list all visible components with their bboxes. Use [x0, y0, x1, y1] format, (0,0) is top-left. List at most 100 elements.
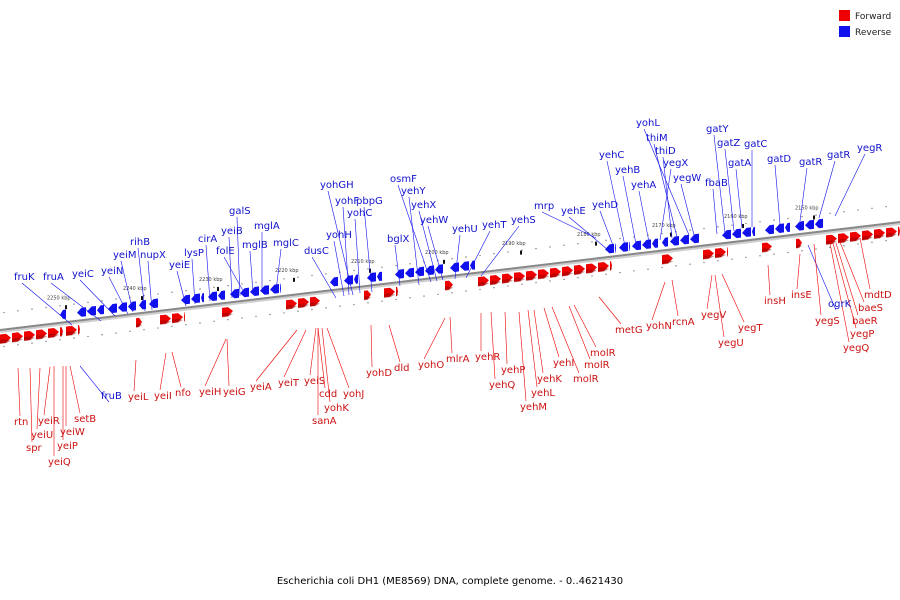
forward-leader-line [321, 327, 331, 403]
scale-dot [521, 283, 523, 286]
scale-dot [829, 212, 831, 215]
reverse-gene-arrow [280, 283, 281, 293]
reverse-leader-line [363, 206, 373, 293]
scale-dot [87, 335, 89, 338]
reverse-gene-arrow [662, 237, 668, 247]
forward-gene-label: yehQ [489, 380, 515, 391]
scale-dot [591, 275, 593, 277]
reverse-gene-arrow [367, 272, 376, 282]
reverse-gene-label: fruK [14, 272, 35, 283]
reverse-gene-label: folE [216, 246, 235, 257]
scale-dot [297, 276, 299, 278]
forward-gene-arrow [364, 290, 371, 300]
reverse-gene-arrow [191, 293, 200, 303]
forward-gene-label: yehR [475, 352, 500, 363]
reverse-leader-line [394, 244, 401, 287]
forward-gene-arrow [286, 299, 297, 310]
scale-dot [465, 290, 467, 292]
scale-dot [633, 270, 635, 272]
reverse-gene-arrow [680, 234, 689, 245]
forward-gene-label: yohO [418, 360, 444, 371]
forward-gene-arrow [445, 280, 453, 291]
forward-gene-arrow [78, 325, 80, 335]
reverse-gene-arrow [795, 221, 804, 231]
reverse-gene-label: ogrK [828, 299, 852, 310]
reverse-gene-label: mrp [534, 201, 554, 212]
scale-dot [367, 302, 369, 304]
forward-gene-shadow [762, 248, 772, 253]
scale-dot [759, 221, 761, 223]
reverse-gene-label: fruB [101, 391, 122, 402]
forward-gene-arrow [550, 267, 561, 278]
tick-label: 2240 kbp [123, 286, 147, 292]
reverse-leader-line [228, 236, 233, 299]
forward-gene-label: insE [791, 290, 812, 301]
reverse-gene-arrow [619, 242, 628, 252]
reverse-leader-line [662, 156, 673, 239]
scale-dot [787, 217, 789, 220]
reverse-leader-line [418, 210, 438, 282]
reverse-gene-arrow [97, 305, 104, 315]
scale-dot [395, 264, 397, 267]
forward-gene-shadow [715, 253, 726, 259]
forward-gene-arrow [384, 287, 395, 298]
scale-dot [465, 256, 467, 258]
forward-gene-label: setB [74, 414, 96, 425]
forward-leader-line [283, 329, 307, 378]
reverse-gene-label: gatA [728, 158, 751, 169]
reverse-gene-label: fbaB [705, 178, 728, 189]
reverse-leader-line [354, 218, 361, 294]
legend-reverse-swatch [839, 26, 850, 37]
reverse-leader-line [397, 184, 432, 283]
scale-dot [619, 271, 621, 274]
scale-dot [857, 209, 859, 211]
forward-gene-arrow [562, 266, 573, 277]
genome-caption: Escherichia coli DH1 (ME8569) DNA, compl… [276, 576, 624, 587]
tick-label: 2230 kbp [199, 277, 223, 283]
scale-dot [171, 325, 173, 328]
reverse-gene-arrow [615, 243, 616, 253]
forward-leader-line [326, 327, 350, 389]
reverse-gene-label: dusC [304, 246, 329, 257]
reverse-leader-line [21, 282, 73, 326]
reverse-leader-line [724, 148, 735, 232]
forward-gene-shadow [12, 337, 23, 343]
scale-dot [661, 232, 663, 235]
reverse-gene-arrow [218, 290, 225, 300]
reverse-leader-line [638, 190, 650, 243]
forward-leader-line [767, 264, 771, 296]
legend: Forward Reverse [839, 10, 892, 38]
reverse-leader-line [108, 276, 129, 315]
scale-dot [185, 289, 187, 292]
scale-dot [171, 291, 173, 294]
forward-gene-shadow [862, 235, 873, 241]
forward-leader-line [490, 311, 496, 380]
forward-gene-label: yeiG [223, 387, 246, 398]
scale-dot [115, 332, 117, 334]
forward-gene-shadow [24, 336, 35, 342]
forward-gene-shadow [562, 271, 573, 277]
forward-gene-shadow [490, 280, 501, 286]
forward-gene-label: baeS [858, 303, 883, 314]
scale-dot [689, 229, 691, 231]
reverse-gene-arrow [250, 286, 259, 296]
reverse-gene-label: yehT [482, 220, 507, 231]
legend-forward-swatch [839, 10, 850, 21]
forward-leader-line [651, 281, 666, 321]
forward-gene-label: yehI [553, 358, 574, 369]
scale-dot [815, 248, 817, 250]
reverse-leader-line [622, 175, 637, 245]
forward-gene-label: rtn [14, 417, 28, 428]
scale-dot [507, 285, 509, 287]
forward-leader-line [551, 306, 580, 374]
forward-gene-label: baeR [852, 316, 878, 327]
scale-dot [815, 214, 817, 216]
scale-dot [591, 241, 593, 243]
forward-gene-label: yohN [646, 321, 672, 332]
scale-dot [45, 340, 47, 343]
tick-mark [141, 296, 143, 301]
forward-gene-shadow [48, 333, 59, 339]
scale-dot [199, 322, 201, 324]
forward-gene-label: insH [764, 296, 786, 307]
forward-gene-arrow [703, 249, 714, 260]
